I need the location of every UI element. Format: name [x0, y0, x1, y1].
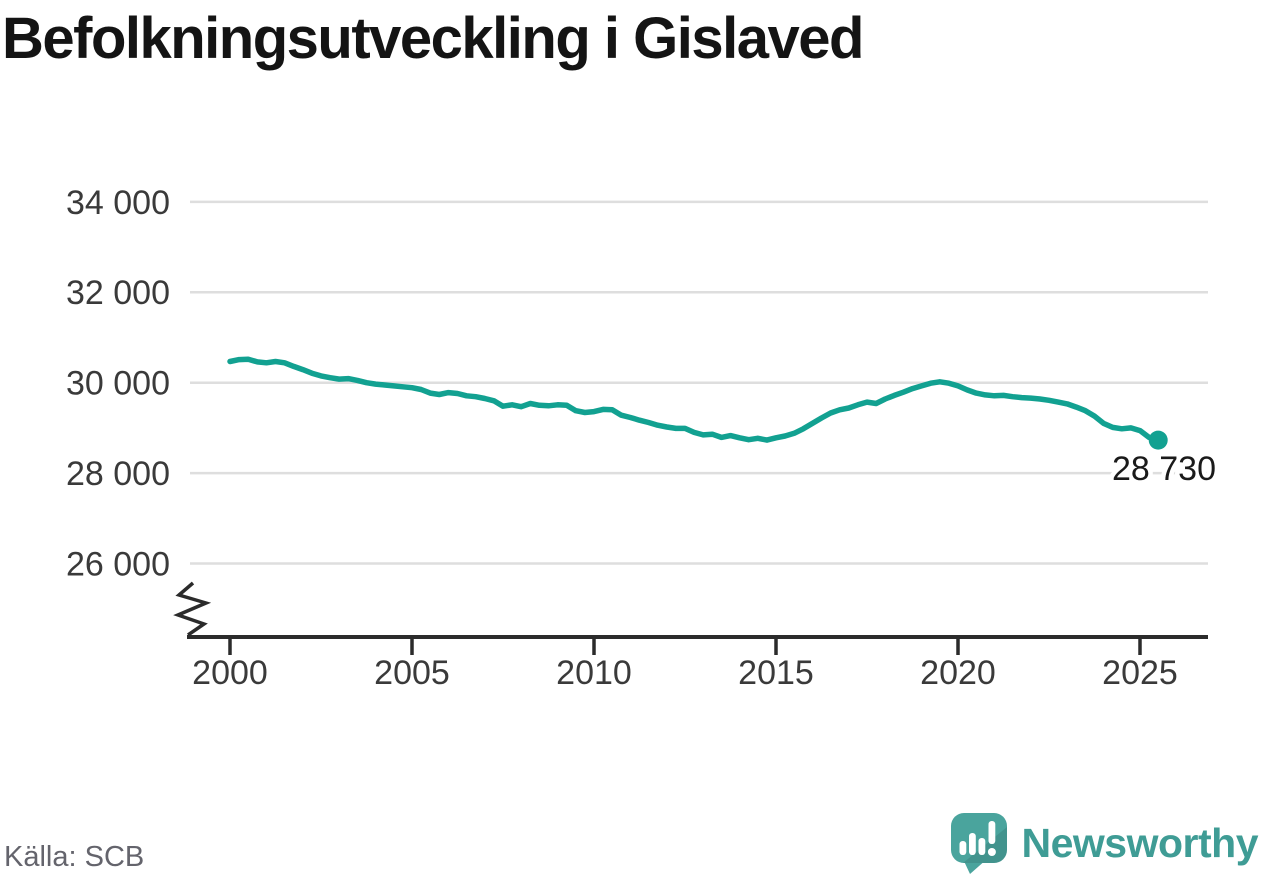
- x-axis-tick-label: 2000: [192, 654, 268, 692]
- brand-footer: Newsworthy: [950, 811, 1259, 875]
- x-axis-tick-label: 2005: [374, 654, 450, 692]
- axis-break-icon: [173, 581, 212, 637]
- x-axis-tick-label: 2010: [556, 654, 632, 692]
- x-axis-tick-label: 2020: [920, 654, 996, 692]
- x-axis-tick-label: 2025: [1102, 654, 1178, 692]
- end-value-label: 28 730: [1112, 450, 1216, 488]
- y-axis-tick-label: 28 000: [66, 455, 170, 493]
- logo-exclamation-dot: [987, 848, 996, 856]
- y-axis-tick-label: 30 000: [66, 365, 170, 403]
- chart-title: Befolkningsutveckling i Gislaved: [2, 6, 864, 71]
- end-point-marker: [1148, 430, 1168, 450]
- brand-name: Newsworthy: [1021, 819, 1259, 866]
- y-axis-tick-label: 26 000: [66, 545, 170, 583]
- population-line: [227, 356, 1161, 443]
- newsworthy-logo-icon: [950, 813, 1007, 874]
- logo-exclamation-bar: [988, 821, 995, 844]
- y-axis-tick-label: 34 000: [66, 184, 170, 222]
- x-axis-tick-label: 2015: [738, 654, 814, 692]
- y-axis-tick-label: 32 000: [66, 274, 170, 312]
- logo-bars-icon: [959, 821, 996, 856]
- source-caption: Källa: SCB: [4, 841, 145, 873]
